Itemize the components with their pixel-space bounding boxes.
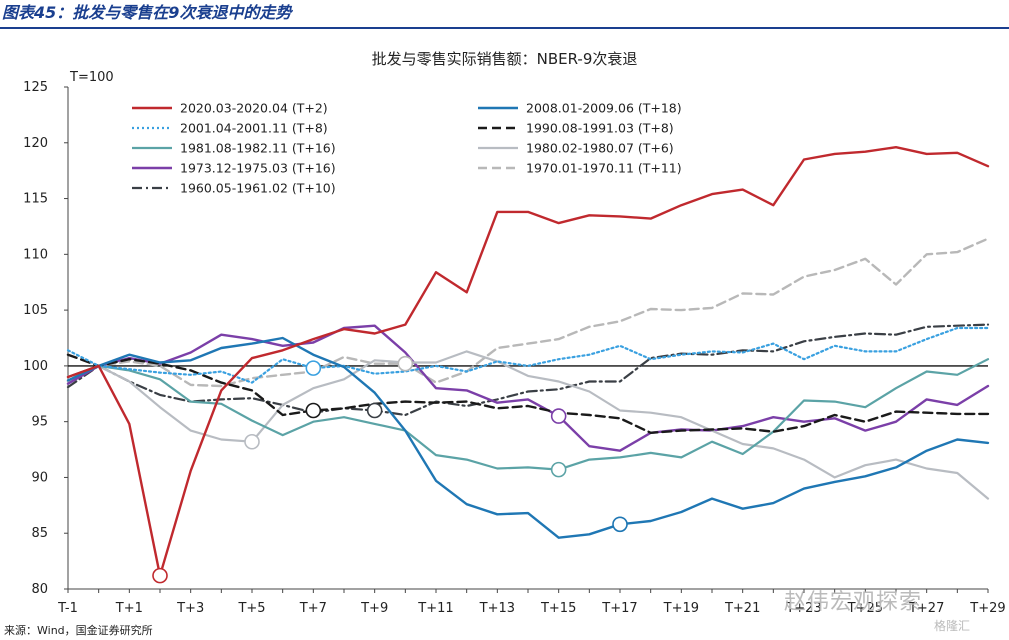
recession-end-marker bbox=[305, 360, 322, 376]
recession-end-marker bbox=[397, 355, 414, 372]
x-tick-label: T+13 bbox=[479, 601, 515, 616]
legend-label: 1973.12-1975.03 (T+16) bbox=[180, 161, 336, 176]
y-tick-label: 95 bbox=[31, 415, 48, 430]
recession-end-marker bbox=[550, 408, 567, 424]
watermark: 赵伟宏观探索 bbox=[784, 590, 923, 615]
x-tick-label: T+21 bbox=[724, 601, 760, 616]
recession-end-marker bbox=[366, 402, 383, 419]
legend-label: 1990.08-1991.03 (T+8) bbox=[526, 121, 674, 136]
legend-label: 2001.04-2001.11 (T+8) bbox=[180, 121, 328, 136]
recession-end-marker bbox=[305, 402, 322, 419]
x-tick-label: T+7 bbox=[299, 601, 327, 616]
series-line bbox=[66, 326, 990, 384]
x-tick-label: T+27 bbox=[908, 601, 944, 616]
recession-end-marker bbox=[244, 433, 260, 450]
series-line bbox=[66, 145, 990, 577]
legend-label: 1981.08-1982.11 (T+16) bbox=[180, 141, 336, 156]
watermark-secondary: 格隆汇 bbox=[934, 619, 971, 633]
title-rule bbox=[0, 27, 1009, 29]
legend-label: 2020.03-2020.04 (T+2) bbox=[180, 101, 328, 116]
x-tick-label: T+3 bbox=[176, 601, 204, 616]
series-line bbox=[66, 323, 990, 417]
x-tick-label: T+5 bbox=[237, 601, 265, 616]
x-tick-label: T+23 bbox=[785, 601, 821, 616]
x-tick-label: T+9 bbox=[360, 601, 388, 616]
end-markers bbox=[152, 355, 628, 584]
y-tick-label: 80 bbox=[31, 582, 48, 597]
y-tick-label: 85 bbox=[31, 526, 48, 541]
legend-label: 1970.01-1970.11 (T+11) bbox=[526, 161, 682, 176]
recession-end-marker bbox=[612, 516, 628, 533]
series-lines bbox=[66, 145, 990, 577]
series-line bbox=[66, 324, 990, 452]
y-tick-label: 90 bbox=[31, 470, 48, 485]
x-tick-label: T-1 bbox=[57, 601, 78, 616]
legend-label: 1960.05-1961.02 (T+10) bbox=[180, 181, 336, 196]
x-tick-label: T+17 bbox=[601, 601, 637, 616]
unit-label: T=100 bbox=[69, 70, 114, 85]
chart-title: 批发与零售实际销售额：NBER-9次衰退 bbox=[371, 50, 638, 68]
y-tick-label: 120 bbox=[23, 136, 48, 151]
y-tick-label: 110 bbox=[23, 247, 48, 262]
x-tick-label: T+1 bbox=[115, 601, 143, 616]
y-tick-label: 100 bbox=[23, 359, 48, 374]
figure-title: 图表45：批发与零售在9次衰退中的走势 bbox=[2, 3, 292, 22]
y-tick-label: 115 bbox=[23, 192, 48, 207]
series-line bbox=[66, 237, 990, 388]
y-tick-label: 105 bbox=[23, 303, 48, 318]
series-line bbox=[66, 336, 990, 539]
recession-end-marker bbox=[550, 461, 567, 478]
x-tick-label: T+19 bbox=[663, 601, 699, 616]
source-note: 来源：Wind，国金证券研究所 bbox=[4, 624, 153, 637]
y-tick-label: 125 bbox=[23, 80, 48, 95]
series-line bbox=[66, 353, 990, 434]
x-tick-label: T+11 bbox=[417, 601, 453, 616]
legend-label: 2008.01-2009.06 (T+18) bbox=[526, 101, 682, 116]
series-line bbox=[66, 350, 990, 500]
series-line bbox=[66, 358, 990, 471]
legend-label: 1980.02-1980.07 (T+6) bbox=[526, 141, 674, 156]
legend: 2020.03-2020.04 (T+2) 2008.01-2009.06 (T+… bbox=[132, 101, 682, 196]
recession-end-marker bbox=[152, 567, 168, 584]
x-tick-label: T+29 bbox=[969, 601, 1005, 616]
x-tick-label: T+15 bbox=[540, 601, 576, 616]
x-tick-label: T+25 bbox=[847, 601, 883, 616]
